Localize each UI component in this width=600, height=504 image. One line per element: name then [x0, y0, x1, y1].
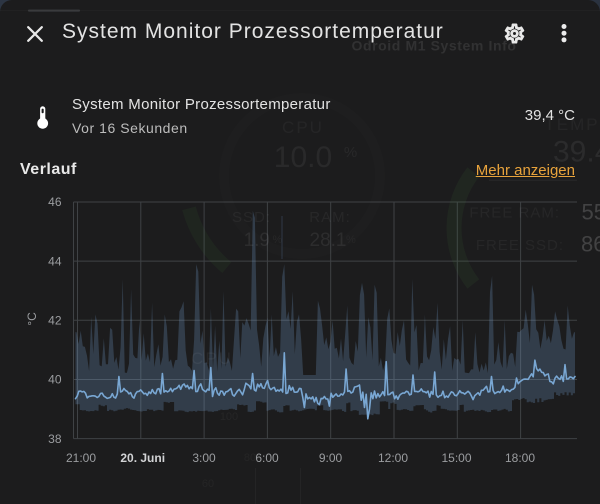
svg-text:18:00: 18:00 — [505, 451, 535, 465]
svg-text:°C: °C — [25, 312, 39, 326]
svg-text:38: 38 — [48, 432, 62, 446]
svg-text:44: 44 — [48, 254, 62, 268]
svg-text:12:00: 12:00 — [378, 451, 408, 465]
svg-text:6:00: 6:00 — [255, 451, 279, 465]
svg-text:20. Juni: 20. Juni — [120, 451, 165, 465]
svg-text:3:00: 3:00 — [192, 451, 216, 465]
svg-text:40: 40 — [48, 373, 62, 387]
svg-text:9:00: 9:00 — [319, 451, 343, 465]
svg-text:46: 46 — [48, 195, 62, 209]
svg-text:15:00: 15:00 — [441, 451, 471, 465]
svg-text:42: 42 — [48, 314, 62, 328]
svg-text:21:00: 21:00 — [66, 451, 96, 465]
